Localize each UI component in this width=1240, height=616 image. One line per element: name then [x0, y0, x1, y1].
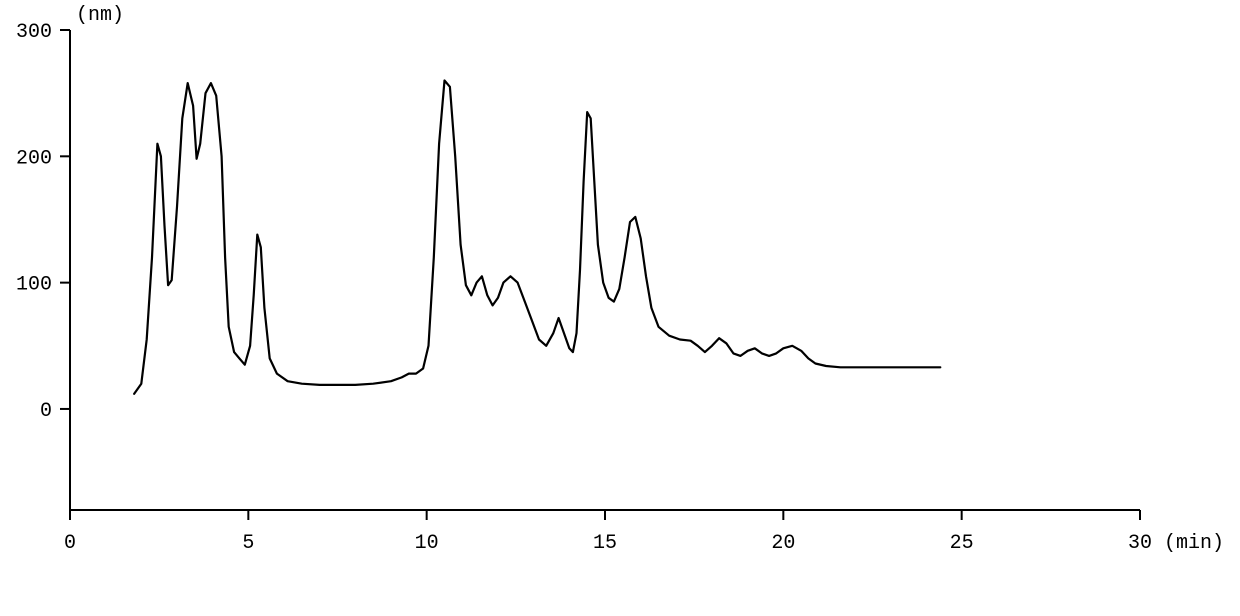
x-tick-label: 15 [593, 532, 617, 555]
x-tick-label: 10 [415, 532, 439, 555]
x-unit-label: (min) [1164, 532, 1224, 555]
y-tick-label: 100 [16, 274, 52, 297]
y-tick-label: 300 [16, 21, 52, 44]
x-tick-label: 30 [1128, 532, 1152, 555]
y-unit-label: (nm) [76, 4, 124, 27]
chart-svg: 0510152025300100200300(nm)(min) [0, 0, 1240, 616]
y-tick-label: 200 [16, 147, 52, 170]
chromatogram-chart: 0510152025300100200300(nm)(min) [0, 0, 1240, 616]
y-tick-label: 0 [40, 400, 52, 423]
x-tick-label: 25 [950, 532, 974, 555]
x-tick-label: 20 [771, 532, 795, 555]
x-tick-label: 0 [64, 532, 76, 555]
x-tick-label: 5 [242, 532, 254, 555]
